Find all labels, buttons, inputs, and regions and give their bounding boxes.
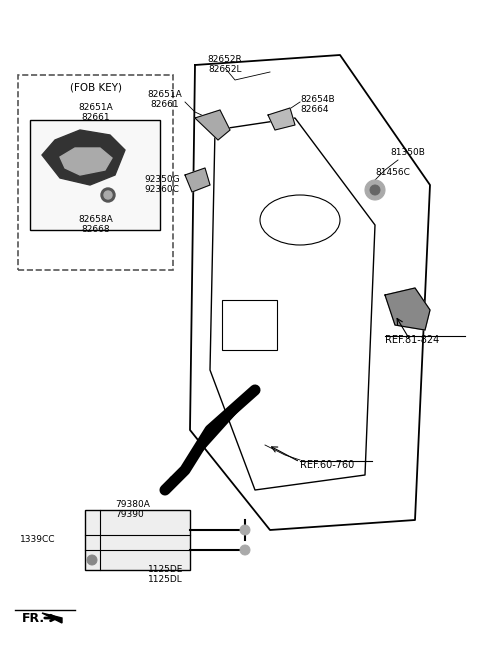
Text: 1125DE
1125DL: 1125DE 1125DL	[148, 565, 183, 584]
Text: FR.: FR.	[22, 612, 45, 625]
Polygon shape	[195, 110, 230, 140]
Bar	[222, 300, 277, 350]
Text: 81456C: 81456C	[375, 168, 410, 177]
Bar	[18, 75, 173, 270]
Text: REF.60-760: REF.60-760	[300, 460, 354, 470]
Text: 82651A
82661: 82651A 82661	[148, 90, 182, 110]
Polygon shape	[385, 288, 430, 330]
Polygon shape	[60, 148, 112, 175]
Text: 82658A
82668: 82658A 82668	[78, 215, 113, 234]
Polygon shape	[185, 168, 210, 192]
Text: (FOB KEY): (FOB KEY)	[70, 83, 121, 93]
Text: 82654B
82664: 82654B 82664	[300, 95, 335, 114]
Polygon shape	[42, 613, 62, 623]
Circle shape	[87, 555, 97, 565]
Polygon shape	[268, 108, 295, 130]
Text: 1339CC: 1339CC	[20, 535, 56, 544]
Circle shape	[240, 525, 250, 535]
Circle shape	[101, 188, 115, 202]
Text: REF.81-824: REF.81-824	[385, 335, 439, 345]
Circle shape	[365, 180, 385, 200]
Circle shape	[240, 545, 250, 555]
Circle shape	[370, 185, 380, 195]
Bar	[30, 120, 160, 230]
Bar	[85, 510, 190, 570]
Circle shape	[104, 191, 112, 199]
Polygon shape	[42, 130, 125, 185]
Text: 82651A
82661: 82651A 82661	[78, 103, 113, 123]
Text: 92350G
92360C: 92350G 92360C	[144, 175, 180, 194]
Text: 82652R
82652L: 82652R 82652L	[208, 55, 242, 74]
Text: 79380A
79390: 79380A 79390	[115, 500, 150, 520]
Text: 81350B: 81350B	[390, 148, 425, 157]
